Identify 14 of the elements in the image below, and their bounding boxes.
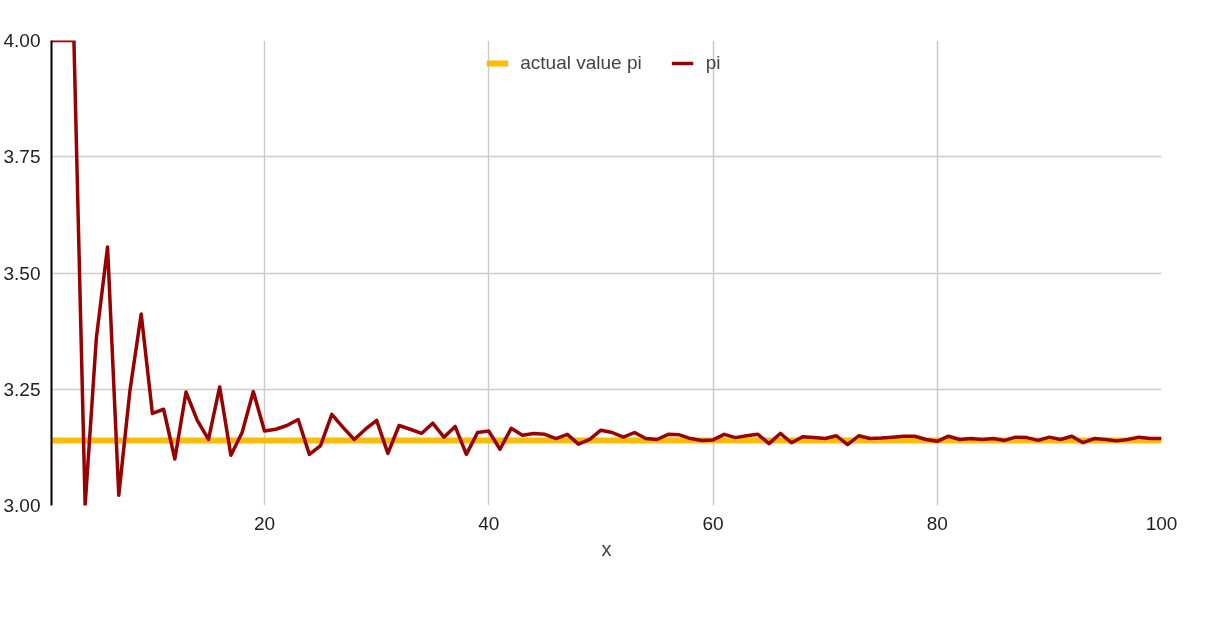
x-tick-label: 20 (253, 512, 276, 534)
x-tick-label: 100 (1145, 512, 1178, 534)
y-tick-label: 3.75 (3, 146, 41, 168)
y-tick-label: 4.00 (3, 30, 41, 51)
y-tick-label: 3.00 (3, 495, 41, 516)
y-tick-label: 3.25 (3, 378, 41, 400)
x-tick-label: 60 (702, 512, 724, 534)
x-tick-label: 40 (478, 512, 500, 534)
legend-label: actual value pi (520, 52, 642, 74)
x-axis-title: x (601, 537, 612, 560)
x-tick-label: 80 (926, 512, 948, 534)
line-series (51, 40, 1162, 506)
legend-label: pi (705, 52, 722, 74)
y-tick-label: 3.50 (3, 262, 41, 284)
